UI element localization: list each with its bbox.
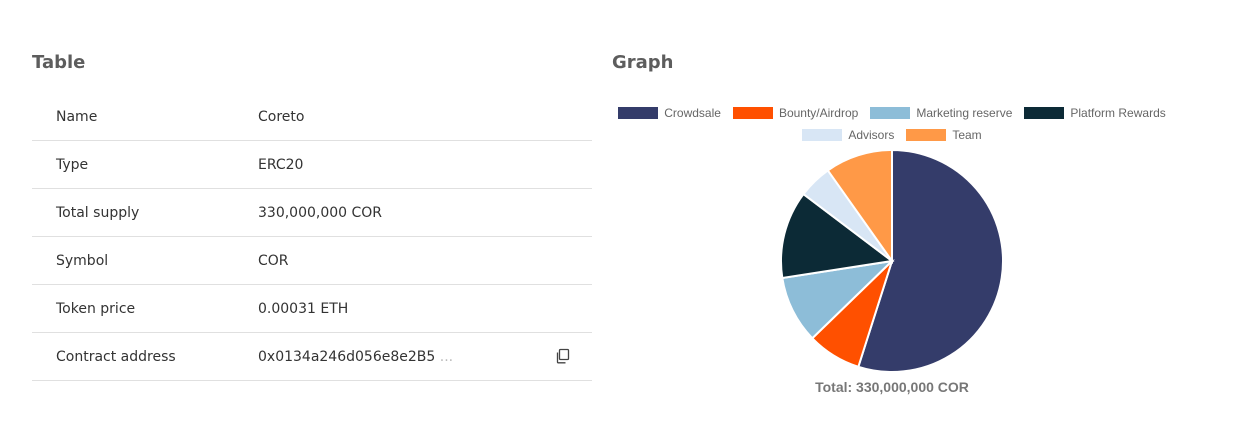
legend-item[interactable]: Advisors xyxy=(802,128,894,142)
contract-address-ellipsis: ... xyxy=(435,349,454,365)
row-value: ERC20 xyxy=(258,157,304,173)
legend-swatch xyxy=(732,107,773,119)
table-row-type: Type ERC20 xyxy=(32,141,592,189)
row-value: 330,000,000 COR xyxy=(258,205,383,221)
legend-item[interactable]: Team xyxy=(906,128,982,142)
row-label: Type xyxy=(56,157,89,173)
legend-item[interactable]: Platform Rewards xyxy=(1024,106,1166,120)
legend-item[interactable]: Crowdsale xyxy=(618,106,721,120)
table-row-total-supply: Total supply 330,000,000 COR xyxy=(32,189,592,237)
legend-swatch xyxy=(1024,107,1065,119)
legend-swatch xyxy=(906,129,947,141)
chart-legend: Crowdsale Bounty/Airdrop Marketing reserve… xyxy=(602,102,1182,146)
pie-chart xyxy=(780,148,1004,373)
row-value: 0.00031 ETH xyxy=(258,301,349,317)
legend-label: Marketing reserve xyxy=(916,106,1013,120)
row-label: Contract address xyxy=(56,349,176,365)
legend-label: Bounty/Airdrop xyxy=(778,106,859,120)
legend-label: Team xyxy=(952,128,982,142)
row-label: Token price xyxy=(56,301,136,317)
pie-slice-platform-rewards[interactable] xyxy=(780,192,895,280)
row-label: Name xyxy=(56,109,98,125)
copy-icon-svg xyxy=(556,348,570,364)
table-row-contract-address: Contract address 0x0134a246d056e8e2B5 ..… xyxy=(32,333,592,381)
legend-label: Advisors xyxy=(848,128,895,142)
legend-swatch xyxy=(802,129,843,141)
row-value: COR xyxy=(258,253,289,269)
pie-slice-team[interactable] xyxy=(826,148,893,265)
graph-section-title: Graph xyxy=(612,52,674,73)
row-value: Coreto xyxy=(258,109,305,125)
copy-icon[interactable] xyxy=(554,347,572,365)
legend-swatch xyxy=(618,107,659,119)
pie-slice-crowdsale[interactable] xyxy=(857,148,1004,373)
contract-address-text: 0x0134a246d056e8e2B5 xyxy=(258,349,436,365)
legend-item[interactable]: Bounty/Airdrop xyxy=(732,106,859,120)
legend-swatch xyxy=(870,107,911,119)
row-label: Symbol xyxy=(56,253,109,269)
row-label: Total supply xyxy=(56,205,140,221)
token-info-table: Name Coreto Type ERC20 Total supply 330,… xyxy=(32,93,592,381)
legend-row: Crowdsale Bounty/Airdrop Marketing reserve… xyxy=(602,102,1182,124)
table-section-title: Table xyxy=(32,52,86,73)
legend-label: Crowdsale xyxy=(664,106,721,120)
contract-address-value[interactable]: 0x0134a246d056e8e2B5 ... xyxy=(258,349,453,365)
table-row-token-price: Token price 0.00031 ETH xyxy=(32,285,592,333)
legend-item[interactable]: Marketing reserve xyxy=(870,106,1012,120)
pie-total-label: Total: 330,000,000 COR xyxy=(815,379,969,395)
legend-row: Advisors Team xyxy=(602,124,1182,146)
legend-label: Platform Rewards xyxy=(1070,106,1166,120)
table-row-name: Name Coreto xyxy=(32,93,592,141)
table-row-symbol: Symbol COR xyxy=(32,237,592,285)
